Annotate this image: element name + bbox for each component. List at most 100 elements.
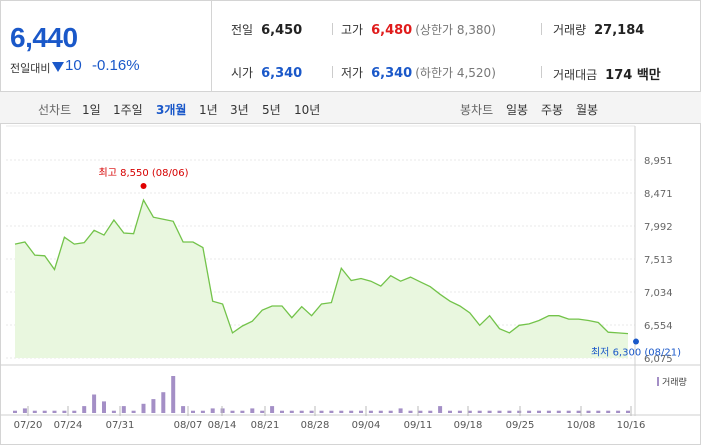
volume-legend: 거래량 (662, 376, 687, 388)
volume-bar (457, 410, 462, 413)
divider (332, 66, 333, 78)
y-tick-label: 6,554 (644, 321, 673, 332)
volume-value: 27,184 (594, 23, 645, 38)
x-tick-label: 09/25 (506, 420, 535, 431)
volume-bar (388, 410, 393, 413)
volume-bar (467, 410, 472, 413)
volume-bar (329, 410, 334, 413)
volume-bar (507, 410, 512, 413)
volume-bar (616, 410, 621, 413)
volume-bar (497, 410, 502, 413)
period-tab-1d[interactable]: 1일 (82, 103, 101, 117)
volume-bar (566, 410, 571, 413)
prev-close-value: 6,450 (261, 23, 303, 38)
volume-bar (210, 408, 215, 413)
upper-limit: (상한가 8,380) (415, 23, 496, 37)
candle-tab-monthly[interactable]: 월봉 (576, 103, 599, 117)
volume-bar (418, 410, 423, 413)
volume-bar (161, 392, 166, 413)
change-value: 10 (65, 57, 82, 74)
period-tab-3y[interactable]: 3년 (230, 103, 249, 117)
volume-bar (378, 410, 383, 413)
volume-bar (13, 410, 17, 413)
volume-bar (42, 410, 47, 413)
period-tab-1y[interactable]: 1년 (199, 103, 218, 117)
candle-tab-daily[interactable]: 일봉 (506, 103, 529, 117)
volume-bar (537, 410, 541, 413)
volume-bar (32, 410, 37, 413)
volume-bar (200, 410, 205, 413)
volume-bar (280, 410, 284, 413)
volume-bar (260, 410, 265, 413)
volume-bar (438, 406, 443, 413)
volume-bar (102, 401, 106, 413)
price-chart: 8,951 8,471 7,992 7,513 7,034 6,554 6,075 최고 8… (0, 125, 701, 431)
period-tab-1w[interactable]: 1주일 (113, 103, 143, 117)
x-tick-label: 08/14 (208, 420, 237, 431)
volume-bar (596, 410, 601, 413)
line-chart-label: 선차트 (38, 103, 72, 117)
volume-bar (586, 410, 591, 413)
volume-bar (121, 406, 126, 413)
volume-bar (299, 410, 304, 413)
volume-bar (477, 410, 482, 413)
x-axis-labels: 07/20 07/24 07/31 08/07 08/14 08/21 08/28 09/04… (14, 406, 646, 431)
y-tick-label: 7,513 (644, 255, 673, 266)
volume-bar (240, 410, 245, 413)
volume-bar (428, 410, 433, 413)
volume-bar (82, 406, 87, 413)
chart-toolbar: 선차트 1일 1주일 3개월 1년 3년 5년 10년 봉차트 일봉 주봉 월봉 (0, 92, 701, 124)
open-value: 6,340 (261, 66, 303, 81)
volume-stat: 거래량 27,184 (553, 23, 645, 38)
change-rate: -0.16% (92, 57, 140, 74)
volume-bar (398, 408, 403, 413)
candle-tab-weekly[interactable]: 주봉 (541, 103, 564, 117)
volume-bar (576, 410, 581, 413)
high-stat: 고가 6,480 (상한가 8,380) (341, 23, 496, 38)
amount-stat: 거래대금 174 백만 (553, 68, 661, 83)
x-tick-label: 07/31 (106, 420, 135, 431)
volume-bar (606, 410, 611, 413)
volume-bar (250, 408, 255, 413)
volume-bar (171, 376, 176, 413)
low-point-marker (633, 338, 639, 345)
volume-bar (141, 403, 146, 414)
volume-bar (22, 408, 27, 413)
y-tick-label: 7,034 (644, 288, 673, 299)
volume-bar (151, 399, 156, 413)
volume-bar (448, 410, 452, 413)
x-tick-label: 09/11 (404, 420, 433, 431)
period-tab-5y[interactable]: 5년 (262, 103, 281, 117)
open-stat: 시가 6,340 (231, 66, 303, 81)
candle-chart-label: 봉차트 (460, 103, 494, 117)
period-tab-3m[interactable]: 3개월 (156, 103, 187, 117)
volume-bar (487, 410, 492, 413)
volume-bar (309, 410, 314, 413)
down-triangle-icon (52, 62, 64, 72)
current-price-box: 6,440 전일대비 10 -0.16% (0, 0, 212, 92)
y-axis-labels: 8,951 8,471 7,992 7,513 7,034 6,554 6,075 (644, 156, 673, 365)
volume-bar (72, 410, 77, 413)
y-tick-label: 8,951 (644, 156, 673, 167)
volume-bar (230, 410, 235, 413)
price-summary: 6,440 전일대비 10 -0.16% 전일 6,450 고가 6,480 (상한가… (0, 0, 701, 92)
period-tab-10y[interactable]: 10년 (294, 103, 321, 117)
high-value: 6,480 (371, 23, 413, 38)
volume-bar (408, 410, 413, 413)
x-tick-label: 08/21 (251, 420, 280, 431)
change-label: 전일대비 (10, 62, 51, 75)
x-tick-label: 09/18 (454, 420, 483, 431)
volume-bar (359, 410, 363, 413)
volume-bar (556, 410, 561, 413)
divider (541, 23, 542, 35)
x-tick-label: 09/04 (352, 420, 381, 431)
volume-bar (131, 410, 136, 413)
volume-bar (626, 410, 630, 413)
prev-close-stat: 전일 6,450 (231, 23, 303, 38)
volume-bar (289, 410, 294, 413)
volume-bar (92, 394, 97, 413)
x-tick-label: 10/16 (617, 420, 646, 431)
volume-bar (62, 410, 67, 413)
volume-legend-swatch (657, 377, 659, 386)
volume-bars: 거래량 (13, 376, 687, 414)
